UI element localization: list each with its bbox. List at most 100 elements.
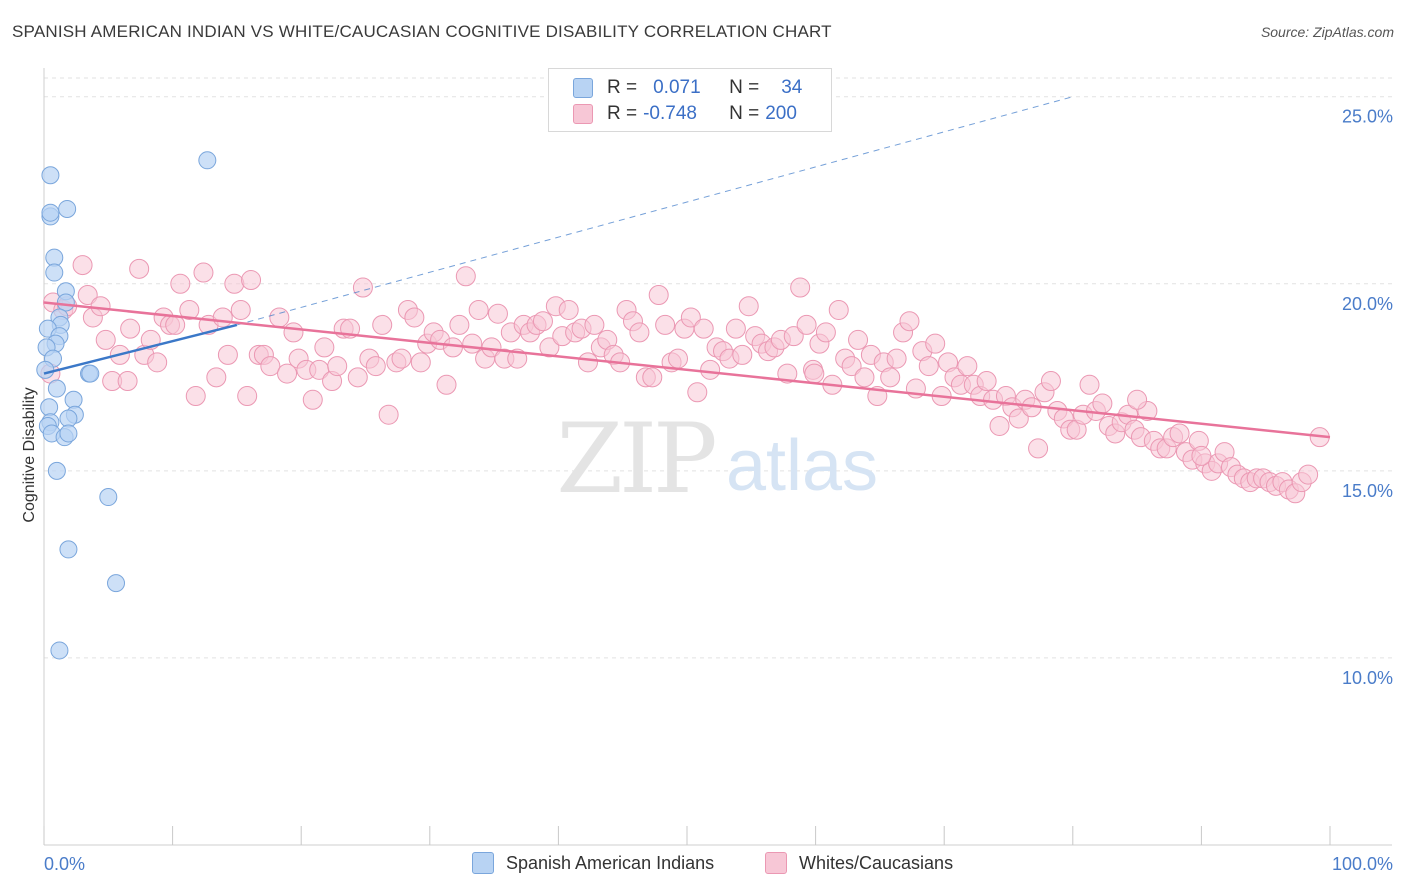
x-tick-label: 0.0%	[44, 854, 85, 874]
data-point	[1079, 374, 1100, 395]
data-point	[40, 398, 59, 417]
data-point	[667, 348, 688, 369]
data-point	[327, 356, 348, 377]
data-point	[404, 307, 425, 328]
data-point	[783, 326, 804, 347]
data-point	[848, 329, 869, 350]
data-point	[436, 374, 457, 395]
data-point	[59, 540, 78, 559]
correlation-legend: R = 0.071 N = 34 R = -0.748 N = 200	[548, 68, 832, 132]
data-point	[41, 166, 60, 185]
chart-title: SPANISH AMERICAN INDIAN VS WHITE/CAUCASI…	[12, 22, 832, 41]
data-point	[241, 270, 262, 291]
y-axis-label: Cognitive Disability	[21, 387, 38, 522]
data-point	[642, 367, 663, 388]
data-point	[217, 344, 238, 365]
data-point	[206, 367, 227, 388]
data-point	[577, 352, 598, 373]
data-point	[90, 296, 111, 317]
data-point	[558, 299, 579, 320]
data-point	[507, 348, 528, 369]
data-point	[59, 409, 78, 428]
data-point	[95, 329, 116, 350]
data-point	[81, 364, 100, 383]
pink-swatch	[765, 852, 787, 874]
data-point	[1191, 445, 1212, 466]
data-point	[99, 488, 118, 507]
legend-label: Whites/Caucasians	[799, 852, 954, 873]
data-point	[170, 273, 191, 294]
trend-line-blue-extension	[236, 96, 1073, 326]
data-point	[59, 424, 78, 443]
data-point	[1092, 393, 1113, 414]
data-point	[365, 356, 386, 377]
legend-label: Spanish American Indians	[506, 852, 715, 873]
data-point	[841, 356, 862, 377]
data-point	[442, 337, 463, 358]
series-spanish-american-indians	[36, 151, 217, 660]
data-point	[36, 360, 55, 379]
legend-row-blue: R = 0.071 N = 34	[573, 76, 802, 100]
data-point	[117, 371, 138, 392]
data-point	[804, 363, 825, 384]
data-point	[372, 314, 393, 335]
trend-lines	[43, 96, 1331, 439]
data-point	[880, 367, 901, 388]
data-point	[1298, 464, 1319, 485]
data-point	[468, 299, 489, 320]
data-point	[45, 263, 64, 282]
data-point	[693, 318, 714, 339]
data-point	[1040, 371, 1061, 392]
n-value: 200	[765, 103, 797, 124]
data-point	[815, 322, 836, 343]
data-point	[269, 307, 290, 328]
watermark-zip: ZIP	[556, 403, 715, 515]
watermark: ZIP atlas	[556, 403, 878, 515]
data-point	[854, 367, 875, 388]
data-point	[198, 151, 217, 170]
data-point	[957, 356, 978, 377]
data-point	[352, 277, 373, 298]
data-point	[976, 371, 997, 392]
data-point	[347, 367, 368, 388]
watermark-atlas: atlas	[726, 426, 878, 506]
source-text: Source: ZipAtlas.com	[1260, 24, 1394, 40]
pink-swatch	[573, 104, 593, 124]
data-point	[212, 307, 233, 328]
data-point	[918, 356, 939, 377]
data-point	[378, 404, 399, 425]
data-point	[107, 574, 126, 593]
data-point	[539, 337, 560, 358]
data-point	[1169, 423, 1190, 444]
data-point	[391, 348, 412, 369]
data-point	[129, 258, 150, 279]
data-point	[230, 299, 251, 320]
y-tick-label: 25.0%	[1342, 107, 1393, 127]
tick-labels: 10.0% 15.0% 20.0% 25.0% 0.0% 100.0%	[44, 107, 1393, 874]
trend-line-pink	[43, 301, 1331, 439]
data-point	[886, 348, 907, 369]
y-tick-label: 15.0%	[1342, 481, 1393, 501]
data-point	[47, 461, 66, 480]
data-point	[1008, 408, 1029, 429]
data-point	[989, 415, 1010, 436]
trend-line-blue	[43, 323, 238, 375]
data-point	[687, 382, 708, 403]
n-label: N =	[729, 103, 760, 124]
r-value: 0.071	[653, 77, 701, 98]
data-point	[790, 277, 811, 298]
data-point	[449, 314, 470, 335]
data-point	[64, 390, 83, 409]
data-point	[1127, 389, 1148, 410]
data-point	[260, 356, 281, 377]
data-point	[777, 363, 798, 384]
data-point	[584, 314, 605, 335]
data-point	[462, 333, 483, 354]
y-tick-label: 10.0%	[1342, 668, 1393, 688]
data-point	[732, 344, 753, 365]
data-point	[899, 311, 920, 332]
data-point	[725, 318, 746, 339]
data-point	[648, 285, 669, 306]
data-point	[455, 266, 476, 287]
